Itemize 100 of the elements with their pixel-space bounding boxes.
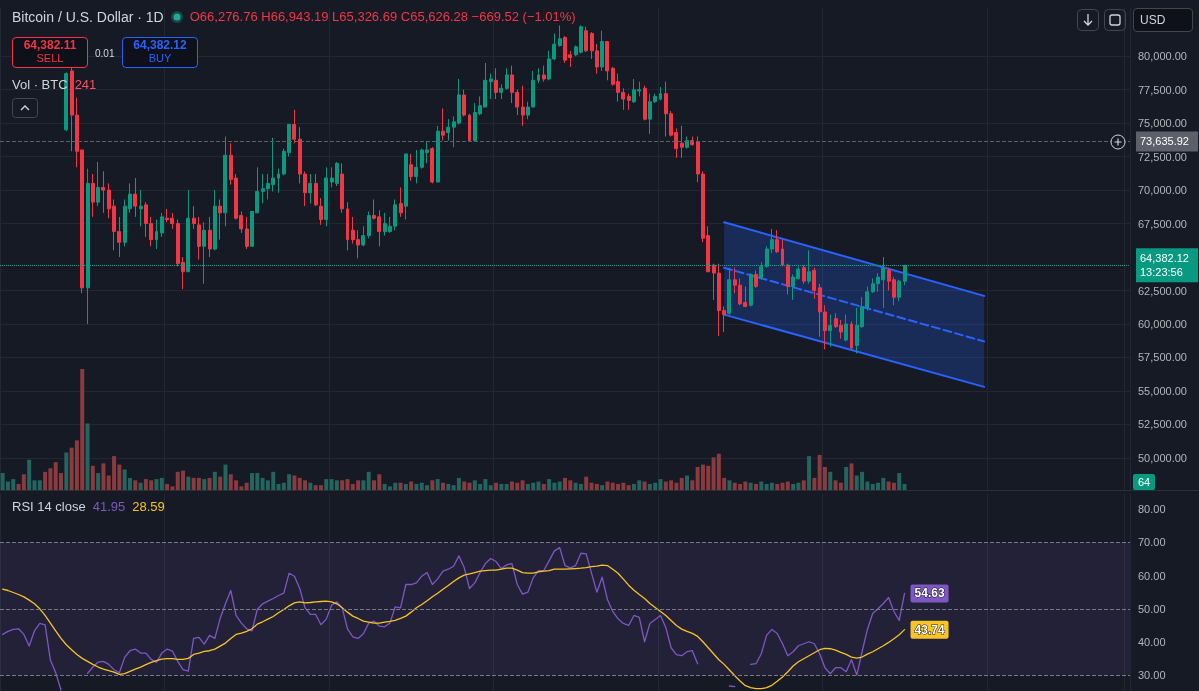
bar [600,485,605,490]
bar [812,477,817,490]
bar [807,456,812,490]
text: 64 [1133,474,1156,490]
bar [37,480,42,490]
bar [43,471,48,490]
bar [902,483,907,490]
candlestick [292,109,296,144]
candlestick [600,30,604,72]
bar [828,471,833,490]
candlestick [340,162,344,214]
bar [27,459,32,490]
bar [547,479,552,490]
bar [96,473,101,490]
y-tick-label: 77,500.00 [1138,83,1187,96]
bar [605,481,610,490]
y-tick-label: 75,000.00 [1138,117,1187,130]
bar [308,482,313,490]
candlestick [659,86,662,101]
bar [202,479,207,490]
bar [488,485,493,490]
candlestick [213,189,217,251]
y-tick-label: 60.00 [1138,569,1166,582]
bar [541,483,546,490]
y-tick-label: 57,500.00 [1138,351,1187,364]
bar [456,477,461,490]
candlestick [314,173,318,207]
bar [366,471,371,490]
bar [324,479,329,490]
data-label: 43.74 [914,622,945,637]
bar [462,481,467,490]
y-tick-label: 52,500.00 [1138,418,1187,431]
candlestick [494,67,498,100]
bar [685,475,690,490]
candlestick [430,146,434,184]
candlestick [828,314,832,348]
candlestick [542,65,546,83]
bar [499,483,504,490]
bar [626,485,631,490]
candlestick [749,272,753,308]
bar [207,477,212,490]
candlestick [197,216,201,261]
chart-title: RSI 14 close [12,499,86,515]
y-tick-label: 55,000.00 [1138,384,1187,397]
y-tick-label: 50.00 [1138,602,1166,615]
bar [186,476,191,490]
bar [446,483,451,490]
y-tick-label: 62,500.00 [1138,284,1187,297]
candlestick [462,89,466,117]
bar [849,463,854,490]
candlestick [208,216,212,258]
candlestick [361,225,365,247]
annotation: BUY [147,52,173,65]
y-tick-label: 72,500.00 [1138,150,1187,163]
bar [90,465,95,490]
bar [414,483,419,490]
bar [727,480,732,490]
bar [398,482,403,490]
ref-line-label: 64,382.12 13:23:56 [1140,252,1192,279]
bar [520,480,525,490]
candlestick [436,125,440,183]
candlestick [245,216,249,250]
bar [891,482,896,490]
candlestick [468,113,471,142]
bar [754,483,758,490]
bar [791,483,796,490]
bar [642,481,647,490]
candlestick [775,229,779,254]
data-label: 54.63 [914,586,945,601]
candlestick [96,161,100,207]
bar [340,480,345,490]
bar [133,480,138,490]
bar [334,480,339,490]
candlestick [346,201,349,251]
bar [165,483,170,490]
candlestick [680,125,684,159]
bar [775,483,780,490]
bar [85,423,90,490]
bar [844,467,849,490]
candlestick [308,173,312,204]
bar [218,476,223,490]
candlestick [897,279,901,302]
candlestick [324,166,328,227]
candlestick [537,67,540,84]
annotation: 41.95 [92,499,126,515]
bar [138,482,143,490]
candlestick [409,153,413,182]
bar [244,482,249,490]
bar [557,481,562,490]
y-tick-label: 40.00 [1138,636,1166,649]
candlestick [367,211,371,239]
candlestick [727,267,731,316]
candlestick [139,189,143,227]
bar [196,477,201,490]
candlestick [441,107,445,142]
candlestick [404,153,408,221]
bar [759,481,764,490]
annotation: O66,276.76 H66,943.19 L65,326.69 C65,626.28 −669.52 (−1.01%) [189,9,576,25]
candlestick [277,168,280,194]
candlestick [802,264,806,285]
